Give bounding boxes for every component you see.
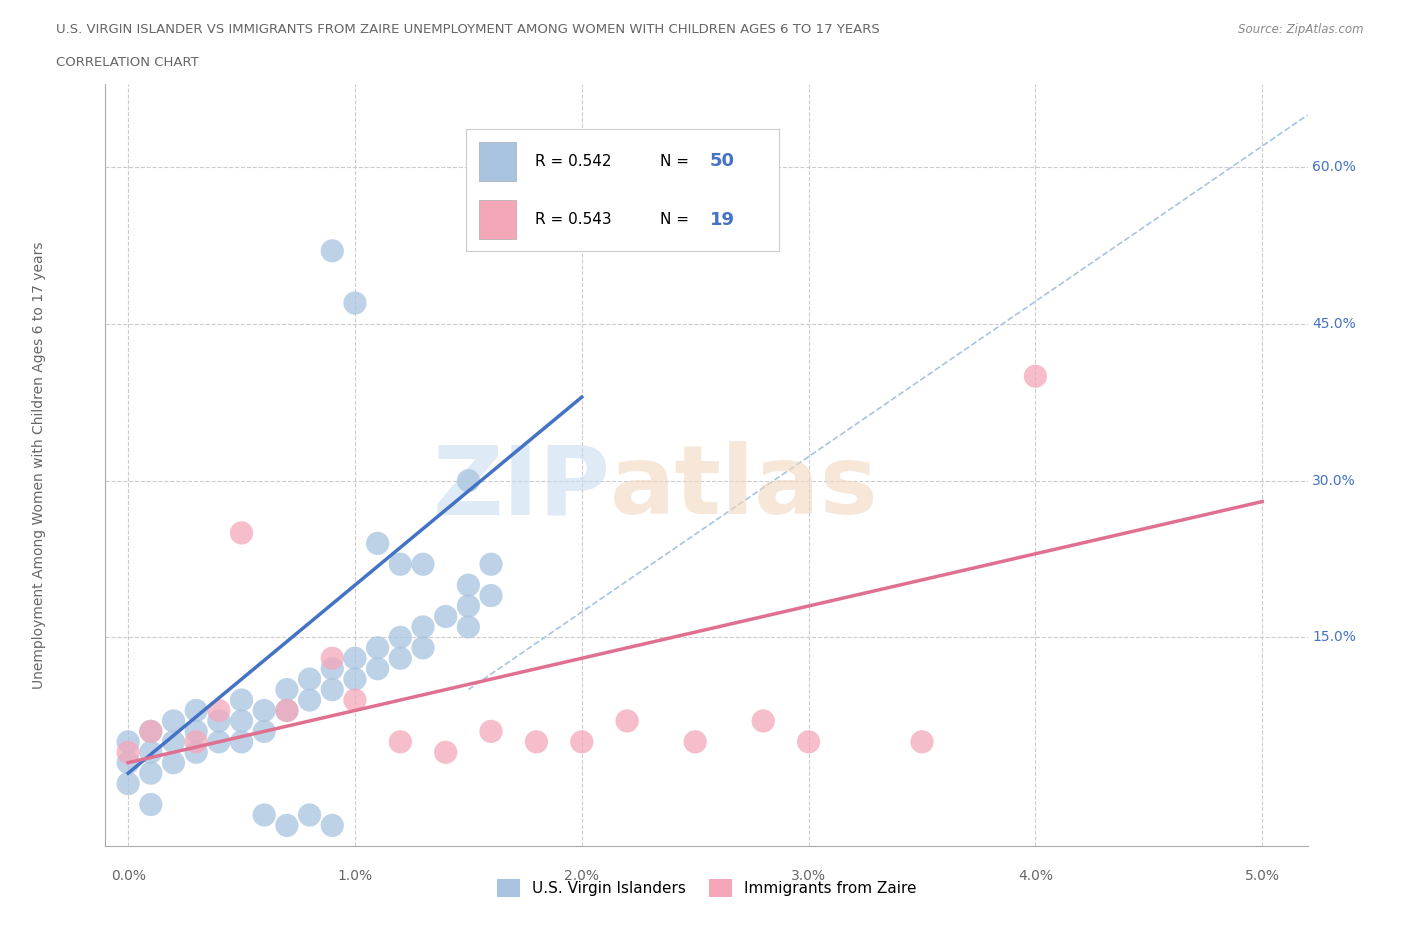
Point — [321, 651, 343, 666]
Point — [139, 745, 162, 760]
Point — [276, 703, 298, 718]
Point — [162, 735, 184, 750]
Point — [479, 724, 502, 738]
Point — [162, 713, 184, 728]
Point — [412, 641, 434, 656]
Text: 0.0%: 0.0% — [111, 870, 146, 884]
Point — [139, 724, 162, 738]
Point — [412, 619, 434, 634]
Text: ZIP: ZIP — [433, 442, 610, 535]
Point — [139, 765, 162, 780]
Point — [752, 713, 775, 728]
Point — [479, 557, 502, 572]
Text: R = 0.543: R = 0.543 — [534, 212, 612, 227]
Point — [208, 713, 231, 728]
Legend: U.S. Virgin Islanders, Immigrants from Zaire: U.S. Virgin Islanders, Immigrants from Z… — [491, 872, 922, 903]
Point — [367, 536, 389, 551]
Text: 60.0%: 60.0% — [1312, 160, 1357, 174]
Point — [616, 713, 638, 728]
Text: 30.0%: 30.0% — [1312, 473, 1357, 487]
Text: 2.0%: 2.0% — [564, 870, 599, 884]
Point — [231, 713, 253, 728]
Point — [186, 735, 208, 750]
Bar — [478, 141, 516, 180]
Point — [298, 671, 321, 686]
Point — [253, 703, 276, 718]
Point — [457, 578, 479, 592]
Point — [683, 735, 706, 750]
Point — [367, 641, 389, 656]
Point — [321, 818, 343, 833]
Text: 3.0%: 3.0% — [792, 870, 827, 884]
Point — [434, 745, 457, 760]
Point — [186, 724, 208, 738]
Point — [253, 807, 276, 822]
Point — [231, 525, 253, 540]
Point — [343, 693, 366, 708]
Point — [389, 735, 412, 750]
Point — [321, 661, 343, 676]
Point — [343, 651, 366, 666]
Point — [186, 745, 208, 760]
Text: Source: ZipAtlas.com: Source: ZipAtlas.com — [1239, 23, 1364, 36]
Text: 4.0%: 4.0% — [1018, 870, 1053, 884]
Point — [253, 724, 276, 738]
Point — [117, 755, 139, 770]
Point — [298, 693, 321, 708]
Text: 5.0%: 5.0% — [1244, 870, 1279, 884]
Point — [231, 735, 253, 750]
Point — [526, 735, 548, 750]
Point — [276, 703, 298, 718]
Point — [911, 735, 934, 750]
Point — [457, 619, 479, 634]
Point — [1024, 369, 1046, 384]
Point — [298, 807, 321, 822]
Text: 50: 50 — [710, 153, 735, 170]
Bar — [478, 200, 516, 239]
Text: CORRELATION CHART: CORRELATION CHART — [56, 56, 200, 69]
Point — [117, 777, 139, 791]
Point — [571, 735, 593, 750]
Point — [117, 745, 139, 760]
Point — [389, 557, 412, 572]
Text: 1.0%: 1.0% — [337, 870, 373, 884]
Text: Unemployment Among Women with Children Ages 6 to 17 years: Unemployment Among Women with Children A… — [32, 241, 46, 689]
Text: R = 0.542: R = 0.542 — [534, 153, 612, 168]
Point — [797, 735, 820, 750]
Point — [276, 683, 298, 698]
Point — [231, 693, 253, 708]
Point — [457, 599, 479, 614]
Point — [389, 651, 412, 666]
Point — [457, 473, 479, 488]
Point — [389, 630, 412, 644]
Point — [479, 588, 502, 603]
Point — [139, 797, 162, 812]
Point — [434, 609, 457, 624]
Text: U.S. VIRGIN ISLANDER VS IMMIGRANTS FROM ZAIRE UNEMPLOYMENT AMONG WOMEN WITH CHIL: U.S. VIRGIN ISLANDER VS IMMIGRANTS FROM … — [56, 23, 880, 36]
Point — [412, 557, 434, 572]
Text: N =: N = — [659, 212, 689, 227]
Point — [117, 735, 139, 750]
Point — [367, 661, 389, 676]
Point — [321, 244, 343, 259]
Point — [162, 755, 184, 770]
Point — [186, 703, 208, 718]
Text: 19: 19 — [710, 211, 735, 229]
Text: 45.0%: 45.0% — [1312, 317, 1357, 331]
Text: atlas: atlas — [610, 442, 879, 535]
Point — [208, 735, 231, 750]
Point — [343, 296, 366, 311]
Point — [343, 671, 366, 686]
Text: N =: N = — [659, 153, 689, 168]
Point — [321, 683, 343, 698]
Point — [139, 724, 162, 738]
Point — [208, 703, 231, 718]
Point — [276, 818, 298, 833]
Text: 15.0%: 15.0% — [1312, 631, 1357, 644]
